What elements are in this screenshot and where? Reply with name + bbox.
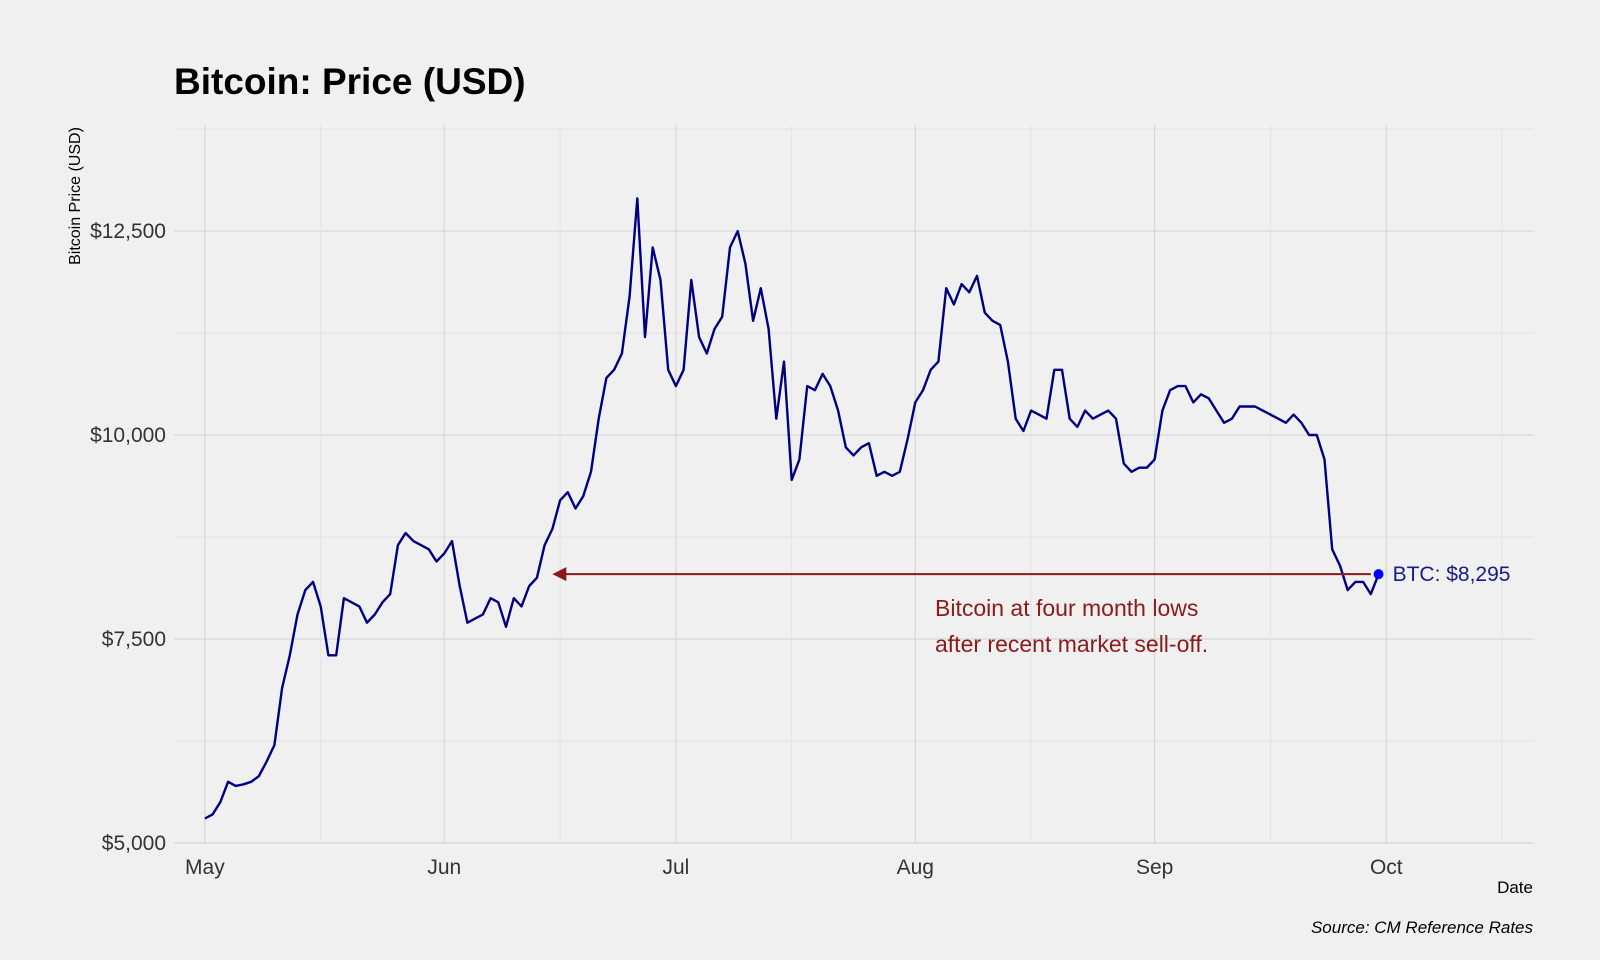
axes: $5,000 $7,500 $10,000 $12,500 May Jun Jul Aug Se… (90, 220, 1403, 879)
annotations: Bitcoin at four month lows after recent m… (552, 563, 1510, 657)
end-point-marker (1373, 569, 1384, 580)
price-series-line (204, 197, 1380, 820)
x-axis-label: Date (1497, 878, 1533, 897)
grid (174, 125, 1533, 844)
x-tick-label: Aug (897, 856, 934, 879)
end-point-label: BTC: $8,295 (1393, 563, 1511, 586)
chart-title: Bitcoin: Price (USD) (174, 61, 526, 102)
annotation-arrow-head (552, 567, 567, 582)
series (204, 197, 1380, 820)
y-tick-label: $12,500 (90, 220, 166, 243)
source-note: Source: CM Reference Rates (1311, 918, 1534, 937)
x-tick-label: Jul (662, 856, 689, 879)
annotation-text: after recent market sell-off. (935, 631, 1208, 657)
x-tick-label: Oct (1370, 856, 1403, 879)
y-axis-label: Bitcoin Price (USD) (67, 127, 84, 265)
x-tick-label: May (185, 856, 225, 879)
y-tick-label: $10,000 (90, 424, 166, 447)
x-tick-label: Sep (1136, 856, 1173, 879)
y-tick-label: $5,000 (102, 832, 166, 855)
y-tick-label: $7,500 (102, 628, 166, 651)
annotation-text: Bitcoin at four month lows (935, 595, 1198, 621)
x-tick-label: Jun (427, 856, 461, 879)
